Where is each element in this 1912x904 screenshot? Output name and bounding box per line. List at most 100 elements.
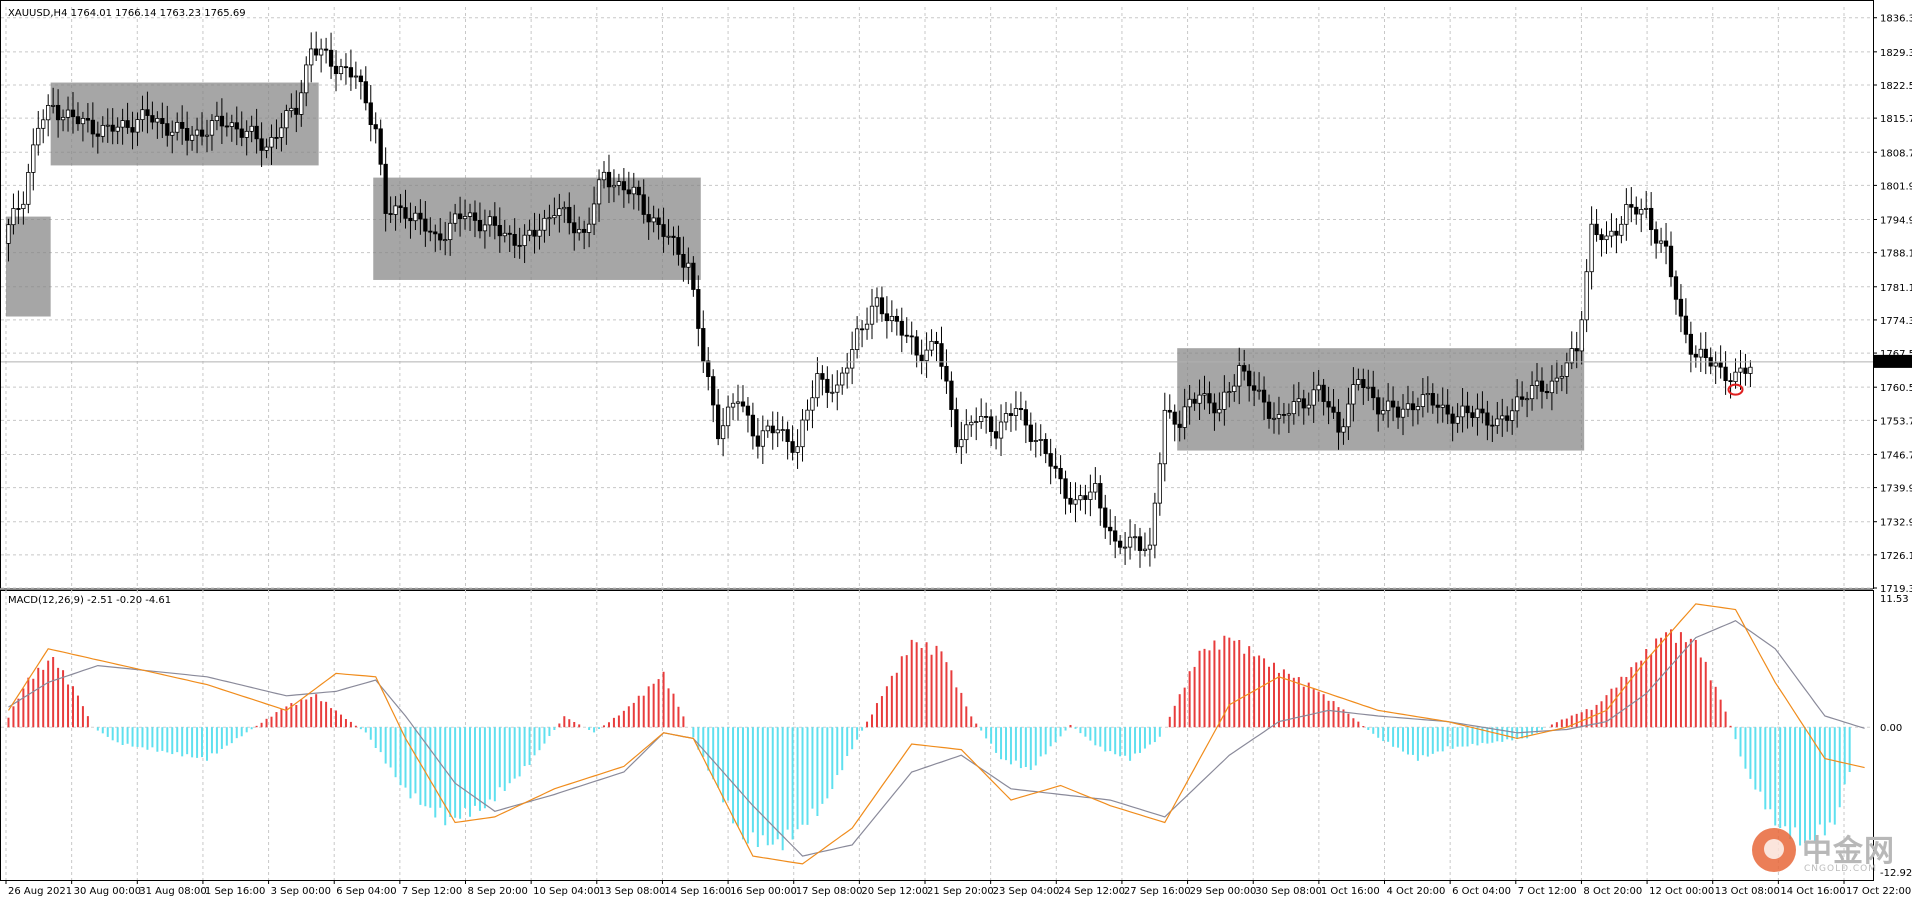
candle-body (115, 126, 120, 132)
time-axis-label: 3 Sep 00:00 (271, 886, 331, 897)
candle-body (914, 336, 919, 356)
price-axis-label: 1739.90 (1880, 484, 1912, 495)
candle-body (795, 446, 800, 453)
candle-body (1649, 207, 1654, 231)
candle (209, 114, 215, 151)
price-header: XAUUSD,H4 1764.01 1766.14 1763.23 1765.6… (8, 8, 246, 19)
candle-body (825, 378, 830, 393)
candle (725, 395, 731, 439)
candle-body (1599, 234, 1604, 241)
candle (1698, 332, 1703, 372)
candle (805, 399, 810, 431)
candle (1708, 347, 1713, 375)
candle (1564, 352, 1569, 394)
candle (1519, 381, 1525, 407)
candle-body (175, 121, 180, 133)
candle-body (199, 129, 205, 137)
candle (601, 161, 607, 189)
time-axis-label: 23 Sep 04:00 (993, 886, 1060, 897)
candle (939, 326, 944, 380)
candle (462, 199, 468, 230)
candle (820, 365, 825, 396)
candle-body (323, 48, 329, 51)
candle (388, 196, 393, 223)
candle-body (1733, 371, 1738, 383)
candle (264, 138, 269, 159)
candle-body (41, 119, 46, 129)
candle-body (1023, 409, 1028, 426)
candle-body (1604, 235, 1609, 241)
candle-body (611, 184, 617, 188)
candle (323, 37, 329, 64)
candle (1569, 331, 1574, 370)
candle (229, 114, 234, 142)
candle (150, 101, 155, 130)
candle (1331, 389, 1336, 419)
candle (606, 154, 612, 203)
candle (899, 307, 904, 353)
candle-body (338, 66, 344, 75)
candle (204, 119, 210, 153)
candle-body (1639, 209, 1644, 215)
candle-body (457, 213, 463, 220)
candle (611, 169, 617, 203)
macd-axis-label: 0.00 (1880, 723, 1902, 734)
candle (1440, 387, 1445, 423)
candle (170, 120, 175, 154)
candle (487, 210, 493, 237)
candle (1584, 259, 1589, 333)
candle-body (398, 205, 403, 208)
candle-body (1103, 507, 1108, 528)
current-price-label: 1765.69 (1877, 358, 1912, 369)
candle-body (46, 105, 51, 121)
candle (1639, 198, 1644, 233)
candle-body (1311, 389, 1316, 406)
candle (438, 217, 443, 251)
candle-body (1078, 495, 1083, 501)
candle-body (517, 244, 522, 247)
candle (492, 202, 497, 240)
candle (428, 217, 433, 242)
candle-body (1073, 499, 1078, 505)
candle (1172, 404, 1177, 442)
candle-body (314, 48, 319, 56)
candle-body (661, 224, 666, 237)
candle (413, 206, 418, 231)
candle-body (433, 231, 438, 235)
price-axis-label: 1774.30 (1880, 316, 1912, 327)
candle (125, 102, 130, 134)
candle-body (1728, 380, 1733, 383)
candle (120, 108, 125, 145)
candle-body (1261, 389, 1267, 403)
candle (403, 189, 408, 229)
candle (115, 117, 120, 145)
candle-body (1232, 385, 1237, 393)
candle-body (1222, 391, 1227, 410)
candle-body (219, 115, 225, 127)
candle-body (1644, 207, 1649, 210)
candle-body (1008, 413, 1014, 416)
candle-body (1524, 398, 1530, 401)
candle-body (874, 297, 880, 307)
candle-body (1420, 394, 1426, 407)
candle-body (185, 128, 190, 141)
candle-body (1663, 240, 1669, 247)
candle-body (1271, 417, 1277, 420)
candle-body (130, 127, 135, 133)
candle-body (785, 429, 790, 442)
candle (1157, 452, 1162, 516)
candle (1321, 378, 1326, 416)
candle (1222, 375, 1227, 426)
time-axis-label: 29 Sep 00:00 (1190, 886, 1257, 897)
candle-body (1529, 385, 1535, 400)
candle (1673, 270, 1679, 315)
candle (1455, 403, 1460, 433)
candle (954, 397, 959, 454)
candle-body (720, 425, 726, 440)
candle (1132, 524, 1138, 551)
candle-body (135, 119, 140, 133)
candle-body (75, 116, 81, 125)
candle-body (1519, 396, 1525, 400)
